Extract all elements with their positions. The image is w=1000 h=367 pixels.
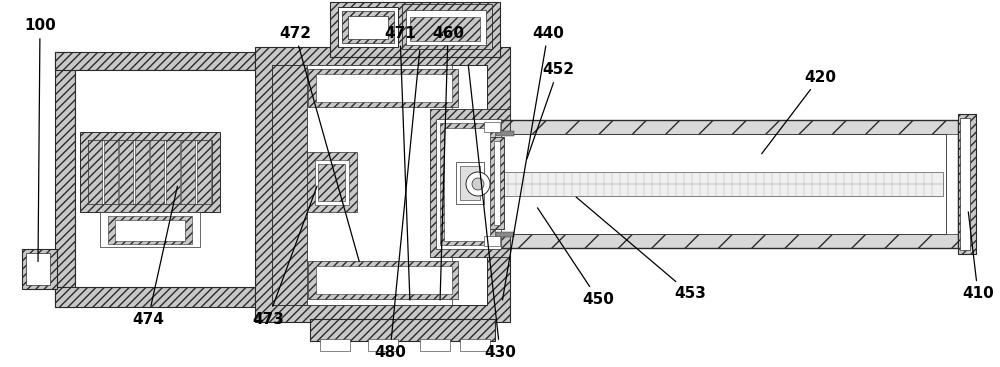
Bar	[420, 339, 450, 351]
Bar	[255, 52, 270, 307]
Text: 480: 480	[374, 51, 420, 360]
Bar	[22, 249, 57, 289]
Bar	[134, 140, 148, 204]
Bar	[166, 140, 180, 204]
Bar	[255, 47, 510, 322]
Text: 420: 420	[762, 70, 836, 154]
Text: 452: 452	[527, 62, 574, 159]
Text: 453: 453	[576, 197, 706, 301]
Bar	[150, 140, 164, 204]
Bar	[498, 120, 958, 134]
Bar	[330, 2, 500, 57]
Text: 100: 100	[24, 18, 56, 261]
Text: 472: 472	[279, 26, 359, 262]
Bar	[496, 131, 514, 136]
Bar	[272, 65, 487, 305]
Bar	[368, 339, 398, 351]
Bar	[430, 109, 510, 257]
Bar	[498, 172, 943, 196]
Bar	[440, 123, 495, 245]
Bar	[460, 339, 490, 351]
Bar	[410, 17, 480, 41]
Bar	[115, 220, 185, 241]
Circle shape	[472, 178, 484, 190]
Bar	[496, 232, 514, 237]
Bar	[55, 52, 75, 307]
Bar	[494, 141, 500, 225]
Bar	[348, 16, 388, 39]
Bar	[55, 287, 270, 307]
Text: 440: 440	[502, 26, 564, 300]
Bar	[320, 339, 350, 351]
Circle shape	[466, 172, 490, 196]
Bar	[316, 74, 452, 102]
Text: 450: 450	[538, 208, 614, 306]
Bar	[342, 11, 394, 43]
Bar	[55, 52, 270, 70]
Bar	[318, 164, 345, 201]
Bar	[406, 10, 486, 45]
Bar	[308, 69, 458, 107]
Bar	[958, 114, 976, 254]
Bar	[402, 4, 492, 49]
Bar	[460, 166, 480, 200]
Bar	[444, 128, 490, 241]
Bar	[490, 137, 504, 229]
Bar	[75, 70, 255, 287]
Bar	[498, 134, 946, 234]
Bar	[316, 266, 452, 294]
Text: 460: 460	[432, 26, 464, 300]
Bar	[272, 65, 307, 305]
Text: 471: 471	[384, 26, 416, 300]
Bar	[498, 234, 958, 248]
Bar	[80, 132, 220, 212]
Bar	[196, 140, 210, 204]
Bar	[108, 216, 192, 244]
Bar	[436, 119, 501, 249]
Bar	[315, 160, 349, 205]
Bar	[88, 140, 102, 204]
Bar	[181, 140, 195, 204]
Bar	[310, 319, 495, 341]
Text: 473: 473	[252, 186, 317, 327]
Bar	[456, 162, 484, 204]
Bar	[88, 140, 212, 204]
Bar	[484, 122, 500, 132]
Bar	[338, 7, 398, 47]
Bar	[960, 118, 970, 250]
Bar	[484, 236, 500, 246]
Bar	[119, 140, 133, 204]
Bar	[307, 65, 452, 305]
Text: 474: 474	[132, 186, 177, 327]
Bar	[307, 152, 357, 212]
Bar	[104, 140, 118, 204]
Bar	[100, 212, 200, 247]
Bar	[308, 261, 458, 299]
Bar	[498, 120, 958, 248]
Text: 430: 430	[468, 65, 516, 360]
Text: 410: 410	[962, 212, 994, 301]
Bar	[26, 253, 50, 285]
